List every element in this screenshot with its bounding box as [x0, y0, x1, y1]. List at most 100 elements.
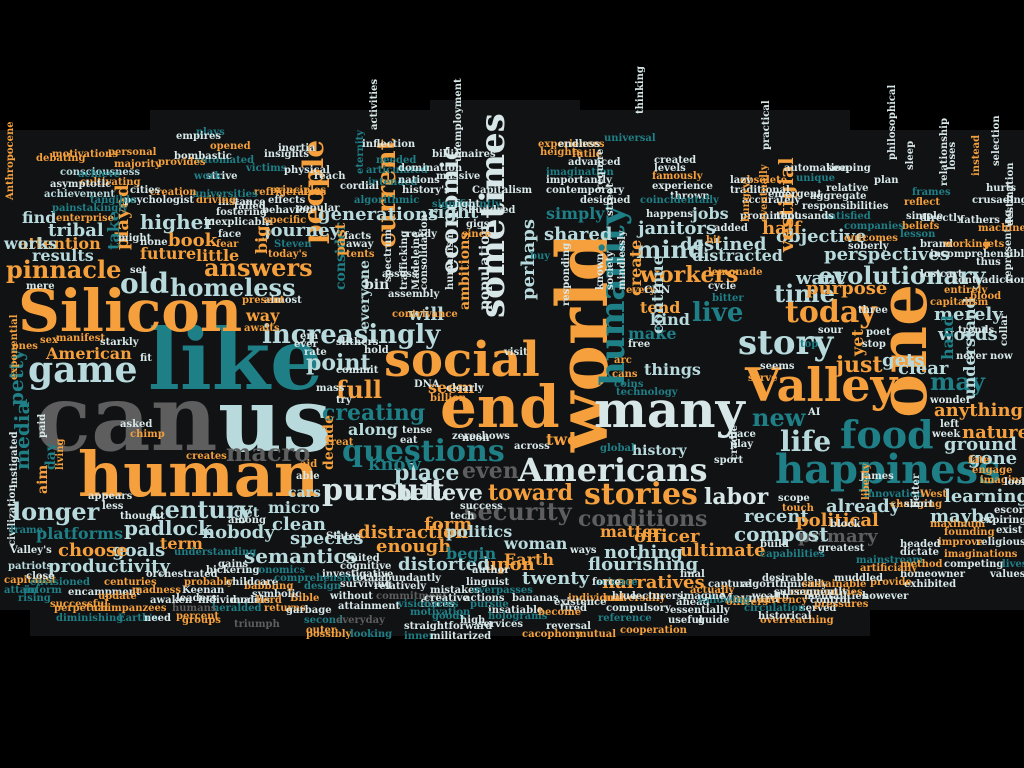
- word-endless: endless: [558, 139, 601, 150]
- word-learning: learning: [944, 486, 1024, 507]
- word-three: three: [858, 305, 888, 316]
- word-bananas: bananas: [512, 593, 559, 604]
- word-end: end: [440, 373, 560, 441]
- word-manifest: manifest: [56, 333, 106, 344]
- word-lost: lost: [920, 269, 941, 280]
- word-bombastic: bombastic: [174, 151, 232, 162]
- word-generations: generations: [318, 204, 439, 225]
- word-fate: fate: [968, 455, 990, 466]
- word-science: science: [596, 577, 638, 588]
- word-scope: scope: [778, 493, 810, 504]
- word-gigs: gigs: [466, 219, 490, 230]
- word-desirable: desirable: [762, 573, 814, 584]
- word-gains: gains: [218, 559, 249, 570]
- word-begin: begin: [446, 544, 497, 563]
- word-thus: thus: [976, 257, 1001, 268]
- word-hold: hold: [364, 345, 389, 356]
- word-sex: sex: [40, 335, 58, 346]
- word-serve: serve: [748, 373, 778, 384]
- word-week: week: [932, 429, 961, 440]
- word-entirely: entirely: [944, 285, 988, 296]
- word-merely: merely: [934, 304, 1003, 325]
- word-overpasses: overpasses: [472, 585, 533, 596]
- word-matter: matter: [600, 522, 661, 541]
- word-among: among: [228, 515, 266, 526]
- word-changing: changing: [890, 499, 943, 510]
- word-creative: creative: [424, 593, 469, 604]
- cloud-background-band: [430, 100, 580, 110]
- word-muddled: muddled: [834, 573, 883, 584]
- word-stories: stories: [584, 477, 698, 512]
- word-macro: macro: [226, 438, 311, 467]
- word-sleep: sleep: [905, 140, 916, 170]
- word-thought: thought: [120, 511, 165, 522]
- word-workers: workers: [640, 262, 739, 288]
- word-competing: competing: [944, 559, 1004, 570]
- word-mutual: mutual: [576, 629, 617, 640]
- word-visionaries: visionaries: [398, 599, 459, 610]
- word-ambitions: ambitions: [457, 231, 473, 310]
- word-popular: popular: [296, 203, 340, 214]
- word-actions: actions: [464, 593, 505, 604]
- word-significantly: significantly: [432, 199, 501, 210]
- word-mistakes: mistakes: [430, 585, 481, 596]
- word-eternity: eternity: [355, 129, 366, 174]
- word-reference: reference: [598, 613, 652, 624]
- word-destined: destined: [680, 234, 767, 255]
- word-labor: labor: [704, 484, 769, 510]
- word-higher: higher: [140, 210, 214, 234]
- word-comprehensive: comprehensive: [274, 573, 359, 584]
- word-expiring: expiring: [980, 515, 1024, 526]
- word-centuries: centuries: [104, 577, 157, 588]
- word-collar: collar: [999, 313, 1010, 346]
- word-appears: appears: [88, 491, 133, 502]
- word-however: however: [862, 591, 909, 602]
- word-frames: frames: [912, 187, 951, 198]
- word-ahead: ahead: [676, 597, 710, 608]
- word-human: human: [78, 438, 320, 511]
- word-play: play: [730, 439, 754, 450]
- word-rate: rate: [304, 347, 327, 358]
- word-happens: happens: [646, 209, 693, 220]
- word-two: two: [546, 430, 578, 449]
- word-reflect: reflect: [904, 197, 940, 208]
- word-cordial: cordial: [340, 181, 380, 192]
- word-know: know: [368, 454, 422, 475]
- word-close: close: [26, 571, 55, 582]
- word-famously: famously: [652, 171, 703, 182]
- word-currency: currency: [758, 595, 808, 606]
- word-gone: gone: [968, 448, 1018, 469]
- word-micro: micro: [268, 498, 320, 517]
- word-possibly: possibly: [306, 629, 352, 640]
- word-clear: clear: [898, 358, 949, 379]
- word-hurts: hurts: [986, 183, 1017, 194]
- word-become: become: [538, 607, 582, 618]
- word-nations: nations: [398, 175, 440, 186]
- word-full: full: [336, 375, 383, 404]
- word-psychologist: psychologist: [124, 195, 194, 206]
- word-motivations: motivations: [52, 149, 118, 160]
- word-jets: jets: [984, 239, 1005, 250]
- word-final: final: [680, 569, 705, 580]
- word-capture: capture: [708, 579, 752, 590]
- word-facts: facts: [344, 231, 372, 242]
- word-compost: compost: [734, 522, 829, 546]
- word-eat: eat: [400, 435, 418, 446]
- word-humanism: humanism: [445, 231, 456, 290]
- word-answers: answers: [204, 253, 313, 282]
- word-want: want: [796, 268, 845, 289]
- word-form: form: [424, 514, 473, 535]
- word-inflection: inflection: [362, 139, 416, 150]
- word-automation: automation: [784, 163, 849, 174]
- word-block: block: [830, 519, 861, 530]
- word-enterprise: enterprise: [56, 213, 114, 224]
- word-massive: massive: [436, 171, 481, 182]
- word-questions: questions: [342, 434, 505, 469]
- word-activities: activities: [369, 78, 380, 130]
- word-valley: Valley: [745, 358, 898, 412]
- word-dna: DNA: [414, 379, 440, 390]
- word-thrown: thrown: [670, 191, 710, 202]
- word-unemployment: unemployment: [453, 78, 464, 162]
- word-hand: hand: [938, 315, 957, 360]
